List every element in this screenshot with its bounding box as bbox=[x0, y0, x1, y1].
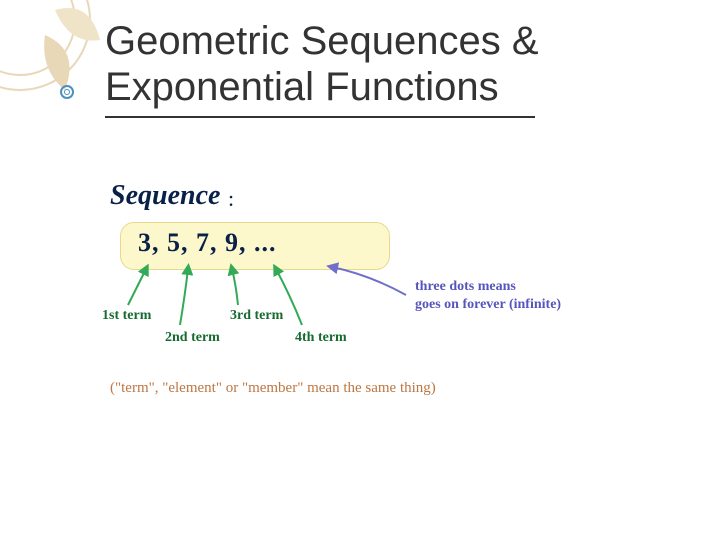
sequence-diagram: Sequence : 3, 5, 7, 9, ... bbox=[110, 180, 610, 440]
dots-note: three dots means goes on forever (infini… bbox=[415, 278, 615, 313]
slide-title: Geometric Sequences & Exponential Functi… bbox=[105, 18, 655, 118]
term-2: 5, bbox=[167, 228, 189, 258]
dots-note-line1: three dots means bbox=[415, 278, 615, 296]
title-underline bbox=[105, 116, 535, 118]
dots-note-line2: goes on forever (infinite) bbox=[415, 296, 615, 314]
sequence-label: Sequence bbox=[110, 180, 220, 212]
sequence-colon: : bbox=[228, 186, 234, 212]
label-1st-term: 1st term bbox=[102, 308, 151, 324]
bullet-icon bbox=[60, 85, 74, 99]
term-dots: ... bbox=[254, 228, 277, 258]
term-1: 3, bbox=[138, 228, 160, 258]
title-line-1: Geometric Sequences & bbox=[105, 18, 655, 64]
footnote: ("term", "element" or "member" mean the … bbox=[110, 380, 436, 397]
term-4: 9, bbox=[225, 228, 247, 258]
label-2nd-term: 2nd term bbox=[165, 330, 220, 346]
sequence-terms: 3, 5, 7, 9, ... bbox=[138, 228, 277, 258]
term-3: 7, bbox=[196, 228, 218, 258]
label-4th-term: 4th term bbox=[295, 330, 347, 346]
label-3rd-term: 3rd term bbox=[230, 308, 283, 324]
term-arrows bbox=[110, 265, 410, 345]
title-line-2: Exponential Functions bbox=[105, 64, 655, 110]
